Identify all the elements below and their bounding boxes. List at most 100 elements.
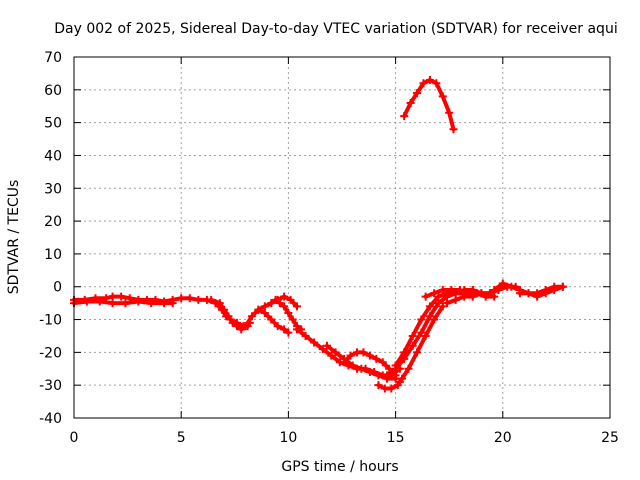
y-tick-label: 60 xyxy=(44,83,62,99)
data-point xyxy=(430,289,439,298)
data-point xyxy=(490,286,499,295)
data-point xyxy=(247,312,256,321)
series-track-18 xyxy=(400,75,458,134)
series-track-4 xyxy=(241,292,301,331)
data-point xyxy=(443,299,452,308)
x-tick-label: 25 xyxy=(601,430,619,446)
data-point xyxy=(232,322,241,331)
data-point xyxy=(108,299,117,308)
y-tick-label: 40 xyxy=(44,148,62,164)
series-track-5 xyxy=(254,305,293,337)
data-point xyxy=(224,312,233,321)
data-point xyxy=(374,371,383,380)
axis-ticks: 0 5 10 15 20 25 -40 -30 -20 -10 0 10 20 30 40 50 60 70 xyxy=(39,50,619,446)
data-point xyxy=(425,302,434,311)
data-point xyxy=(374,381,383,390)
data-point xyxy=(485,289,494,298)
series-track-2 xyxy=(70,297,177,308)
data-point xyxy=(477,289,486,298)
data-point xyxy=(348,361,357,370)
x-axis-label: GPS time / hours xyxy=(281,459,398,475)
data-point xyxy=(318,345,327,354)
data-point xyxy=(220,305,229,314)
y-tick-label: 0 xyxy=(53,280,62,296)
data-point xyxy=(194,295,203,304)
y-tick-label: 20 xyxy=(44,214,62,230)
data-point xyxy=(280,325,289,334)
y-tick-label: -20 xyxy=(39,345,62,361)
data-point xyxy=(260,308,269,317)
series-track-13 xyxy=(395,302,447,386)
data-point xyxy=(438,302,447,311)
data-point xyxy=(451,295,460,304)
data-point xyxy=(292,302,301,311)
data-point xyxy=(284,308,293,317)
data-point xyxy=(168,299,177,308)
x-tick-label: 5 xyxy=(177,430,186,446)
data-point xyxy=(445,108,454,117)
data-point xyxy=(346,351,355,360)
data-point xyxy=(438,286,447,295)
y-tick-label: -40 xyxy=(39,411,62,427)
data-point xyxy=(327,351,336,360)
data-point xyxy=(237,325,246,334)
data-point xyxy=(207,295,216,304)
y-tick-label: 30 xyxy=(44,181,62,197)
data-point xyxy=(160,299,169,308)
data-point xyxy=(267,299,276,308)
data-point xyxy=(507,282,516,291)
data-point xyxy=(288,315,297,324)
data-point xyxy=(434,299,443,308)
data-point xyxy=(228,318,237,327)
data-point xyxy=(273,322,282,331)
data-point xyxy=(365,368,374,377)
data-point xyxy=(391,364,400,373)
series-track-17 xyxy=(515,282,567,301)
plot-frame xyxy=(73,56,611,419)
data-point xyxy=(417,315,426,324)
data-point xyxy=(117,292,126,301)
series-trace xyxy=(397,304,445,384)
data-point xyxy=(417,328,426,337)
data-point xyxy=(95,297,104,306)
y-tick-label: 70 xyxy=(44,50,62,66)
data-point xyxy=(515,289,524,298)
y-tick-label: 10 xyxy=(44,247,62,263)
data-point xyxy=(438,92,447,101)
data-point xyxy=(121,299,130,308)
series-track-15 xyxy=(443,282,520,308)
data-point xyxy=(271,295,280,304)
data-point xyxy=(430,315,439,324)
data-point xyxy=(425,75,434,84)
data-point xyxy=(421,331,430,340)
data-point xyxy=(455,286,464,295)
chart-title: Day 002 of 2025, Sidereal Day-to-day VTE… xyxy=(54,21,617,37)
data-point xyxy=(558,282,567,291)
data-point xyxy=(134,297,143,306)
y-tick-label: -10 xyxy=(39,313,62,329)
data-point xyxy=(408,341,417,350)
y-axis-label: SDTVAR / TECUs xyxy=(6,180,22,295)
data-point xyxy=(498,279,507,288)
x-tick-label: 10 xyxy=(279,430,297,446)
data-point xyxy=(400,112,409,121)
data-point xyxy=(286,295,295,304)
data-point xyxy=(425,312,434,321)
data-point xyxy=(550,286,559,295)
data-point xyxy=(378,358,387,367)
data-point xyxy=(310,338,319,347)
data-point xyxy=(432,79,441,88)
data-point xyxy=(400,354,409,363)
data-point xyxy=(533,292,542,301)
data-point xyxy=(419,79,428,88)
data-point xyxy=(359,348,368,357)
data-point xyxy=(357,364,366,373)
data-point xyxy=(301,331,310,340)
data-point xyxy=(413,348,422,357)
data-point xyxy=(275,299,284,308)
data-point xyxy=(541,289,550,298)
data-point xyxy=(280,292,289,301)
data-point xyxy=(331,348,340,357)
data-point xyxy=(280,302,289,311)
